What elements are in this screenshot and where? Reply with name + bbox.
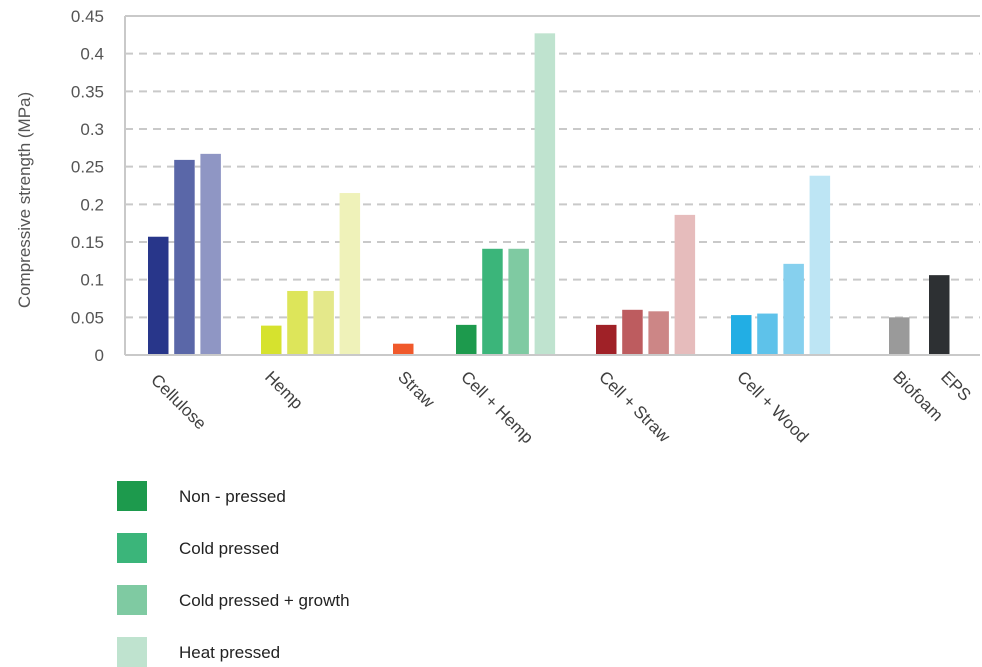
y-tick-label: 0.4 [80,45,104,64]
legend-label: Cold pressed [179,539,279,558]
y-tick-label: 0 [95,346,104,365]
bar [287,290,308,355]
bar [339,193,361,355]
y-tick-label: 0.45 [71,7,104,26]
bar [534,33,556,356]
x-category-label: Cellulose [147,370,210,433]
x-category-label: Cell + Hemp [457,367,537,447]
legend-swatch [117,585,147,615]
y-tick-label: 0.35 [71,82,104,101]
bar [482,248,503,355]
bar [174,159,195,355]
bar [313,290,334,355]
x-category-label: EPS [937,367,974,404]
bar [929,275,950,355]
bar [809,175,831,355]
x-category-label: Hemp [261,367,307,413]
x-category-label: Straw [394,367,439,412]
y-tick-label: 0.1 [80,271,104,290]
axes [124,16,980,356]
legend-label: Heat pressed [179,643,280,662]
legend-label: Cold pressed + growth [179,591,350,610]
x-category-label: Cell + Wood [733,367,812,446]
x-category-labels: Cellulose Hemp Straw Cell + Hemp Cell + Stra… [147,367,974,447]
y-tick-label: 0.3 [80,120,104,139]
bar [757,313,778,355]
legend-swatch [117,481,147,511]
bar [783,263,804,355]
x-category-label: Biofoam [889,367,947,425]
y-tick-labels: 0 0.05 0.1 0.15 0.2 0.25 0.3 0.35 0.4 0.45 [71,7,104,365]
bar [731,315,752,355]
legend: Non - pressed Cold pressed Cold pressed + … [117,481,350,667]
bar [200,153,221,355]
y-tick-label: 0.05 [71,308,104,327]
bar [456,324,477,355]
bar [674,214,696,355]
bar [622,309,643,355]
bars [148,33,950,356]
x-category-label: Cell + Straw [595,367,674,446]
bar [393,343,414,355]
legend-label: Non - pressed [179,487,286,506]
bar [261,325,282,355]
bar [508,248,529,355]
y-tick-label: 0.15 [71,233,104,252]
y-tick-label: 0.25 [71,158,104,177]
legend-swatch [117,533,147,563]
bar [648,311,669,355]
bar [148,236,169,355]
y-axis-title: Compressive strength (MPa) [15,92,34,308]
bar [889,317,910,355]
y-tick-label: 0.2 [80,195,104,214]
bar [596,324,617,355]
legend-swatch [117,637,147,667]
